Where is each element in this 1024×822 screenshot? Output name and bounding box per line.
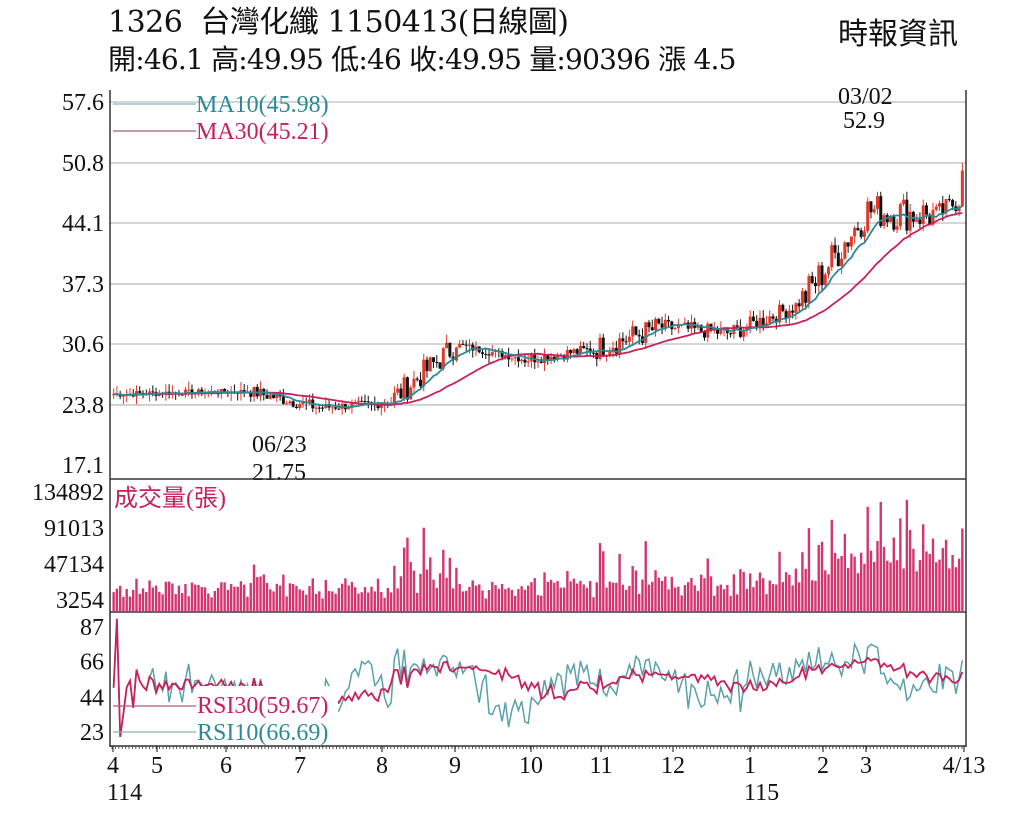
- x-axis-year-label: 114: [107, 780, 142, 806]
- low-date-annotation: 06/23: [252, 432, 307, 458]
- ma30-legend: MA30(45.21): [196, 119, 329, 145]
- x-axis-month-label: 6: [220, 753, 232, 779]
- rsi-panel: 87 66 44 23 RSI30(59.67) RSI10(66.69): [80, 615, 964, 746]
- high-date-annotation: 03/02: [838, 84, 893, 110]
- x-axis-year-label: 115: [744, 780, 779, 806]
- x-axis-month-label: 10: [519, 753, 543, 779]
- x-axis-month-label: 4/13: [943, 753, 986, 779]
- rsi-axis-tick: 23: [80, 720, 104, 746]
- x-axis-month-label: 2: [817, 753, 829, 779]
- low-value-annotation: 21.75: [252, 460, 306, 486]
- volume-axis-tick: 134892: [32, 480, 104, 506]
- x-axis-month-label: 12: [661, 753, 685, 779]
- price-panel: 57.6 50.8 44.1 37.3 30.6 23.8 17.1 MA10(45.98)…: [62, 84, 966, 486]
- x-axis-month-label: 3: [860, 753, 872, 779]
- rsi10-legend: RSI10(66.69): [197, 720, 328, 746]
- x-axis-month-label: 5: [151, 753, 163, 779]
- price-axis-tick: 44.1: [62, 211, 104, 237]
- chart-title: 1326 台灣化纖 1150413(日線圖): [108, 5, 569, 40]
- rsi30-legend: RSI30(59.67): [197, 693, 328, 719]
- price-axis-tick: 37.3: [62, 272, 104, 298]
- price-axis-tick: 23.8: [62, 393, 104, 419]
- x-axis-month-label: 9: [449, 753, 461, 779]
- rsi-axis-tick: 44: [80, 686, 104, 712]
- volume-axis-tick: 91013: [44, 516, 104, 542]
- price-axis-tick: 50.8: [62, 151, 104, 177]
- source-label: 時報資訊: [838, 17, 958, 52]
- x-axis-month-label: 8: [376, 753, 388, 779]
- x-axis-month-label: 4: [107, 753, 119, 779]
- price-axis-tick: 17.1: [62, 453, 104, 479]
- volume-axis-tick: 47134: [44, 552, 104, 578]
- rsi-axis-tick: 87: [80, 615, 104, 641]
- rsi30-line: [112, 618, 964, 738]
- x-axis-month-label: 7: [294, 753, 306, 779]
- x-axis-month-label: 1: [744, 753, 756, 779]
- x-axis-month-label: 11: [589, 753, 612, 779]
- price-axis-tick: 30.6: [62, 332, 104, 358]
- high-value-annotation: 52.9: [843, 108, 885, 134]
- ma10-legend: MA10(45.98): [196, 92, 329, 118]
- rsi-axis-tick: 66: [80, 649, 104, 675]
- volume-axis-tick: 3254: [56, 588, 104, 614]
- ma10-line: [113, 205, 963, 409]
- volume-panel: 134892 91013 47134 3254 成交量(張): [32, 480, 964, 614]
- price-axis-tick: 57.6: [62, 90, 104, 116]
- quote-summary: 開:46.1 高:49.95 低:46 收:49.95 量:90396 漲 4.…: [108, 43, 736, 76]
- volume-legend: 成交量(張): [114, 485, 226, 512]
